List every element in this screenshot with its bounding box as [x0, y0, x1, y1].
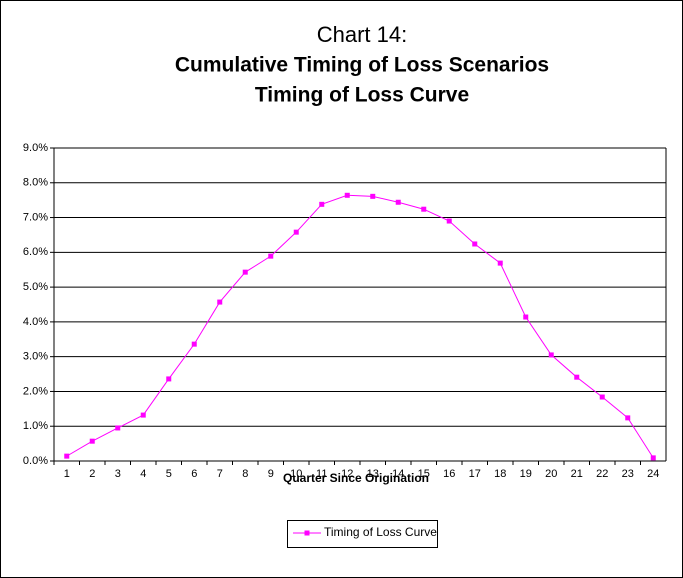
point-marker [89, 438, 95, 444]
point-marker [140, 412, 146, 418]
x-tick-label: 23 [622, 468, 634, 480]
x-tick-label: 8 [242, 468, 248, 480]
point-marker [421, 206, 427, 212]
point-marker [650, 455, 656, 461]
legend-marker [304, 530, 310, 536]
point-marker [446, 218, 452, 224]
point-marker [217, 299, 223, 305]
x-tick-label: 22 [596, 468, 608, 480]
x-tick-label: 5 [166, 468, 172, 480]
point-marker [625, 415, 631, 421]
x-tick-label: 13 [367, 468, 379, 480]
point-marker [268, 253, 274, 259]
chart-subtitle: Cumulative Timing of Loss Scenarios [175, 54, 549, 77]
point-marker [293, 229, 299, 235]
point-marker [242, 269, 248, 275]
x-tick-label: 4 [140, 468, 146, 480]
y-tick-label: 9.0% [23, 142, 48, 154]
point-marker [191, 341, 197, 347]
legend-label: Timing of Loss Curve [324, 525, 437, 539]
x-tick-label: 19 [520, 468, 532, 480]
point-marker [64, 453, 70, 459]
point-marker [472, 241, 478, 247]
x-tick-label: 9 [268, 468, 274, 480]
legend-box [287, 520, 438, 548]
x-tick-label: 17 [469, 468, 481, 480]
series-line [66, 194, 654, 459]
x-tick-label: 1 [64, 468, 70, 480]
x-tick-label: 10 [290, 468, 302, 480]
point-marker [319, 201, 325, 207]
y-tick-label: 1.0% [23, 420, 48, 432]
x-tick-label: 11 [316, 468, 327, 480]
x-tick-label: 24 [647, 468, 659, 480]
x-axis-label: Quarter Since Origination [283, 471, 429, 485]
y-tick-label: 5.0% [23, 281, 48, 293]
x-tick-label: 20 [545, 468, 557, 480]
y-tick-label: 4.0% [23, 316, 48, 328]
x-tick-label: 7 [217, 468, 223, 480]
point-marker [548, 352, 554, 358]
point-marker [166, 376, 172, 382]
point-marker [574, 374, 580, 380]
x-tick-label: 2 [89, 468, 95, 480]
point-marker [395, 199, 401, 205]
chart-subtitle: Timing of Loss Curve [255, 84, 469, 107]
point-marker [115, 425, 121, 431]
x-tick-label: 15 [418, 468, 430, 480]
point-marker [523, 314, 529, 320]
point-marker [497, 260, 503, 266]
point-marker [599, 394, 605, 400]
x-tick-label: 16 [443, 468, 455, 480]
x-tick-label: 12 [341, 468, 353, 480]
x-tick-label: 18 [494, 468, 506, 480]
y-tick-label: 6.0% [23, 246, 48, 258]
chart-title: Chart 14: [317, 22, 408, 47]
x-tick-label: 3 [115, 468, 121, 480]
y-tick-label: 7.0% [23, 211, 48, 223]
y-tick-label: 0.0% [23, 455, 48, 467]
point-marker [370, 193, 376, 199]
x-tick-label: 14 [392, 468, 404, 480]
x-tick-label: 6 [191, 468, 197, 480]
y-tick-label: 8.0% [23, 177, 48, 189]
x-tick-label: 21 [571, 468, 583, 480]
y-tick-label: 2.0% [23, 385, 48, 397]
y-tick-label: 3.0% [23, 351, 48, 363]
point-marker [344, 192, 350, 198]
